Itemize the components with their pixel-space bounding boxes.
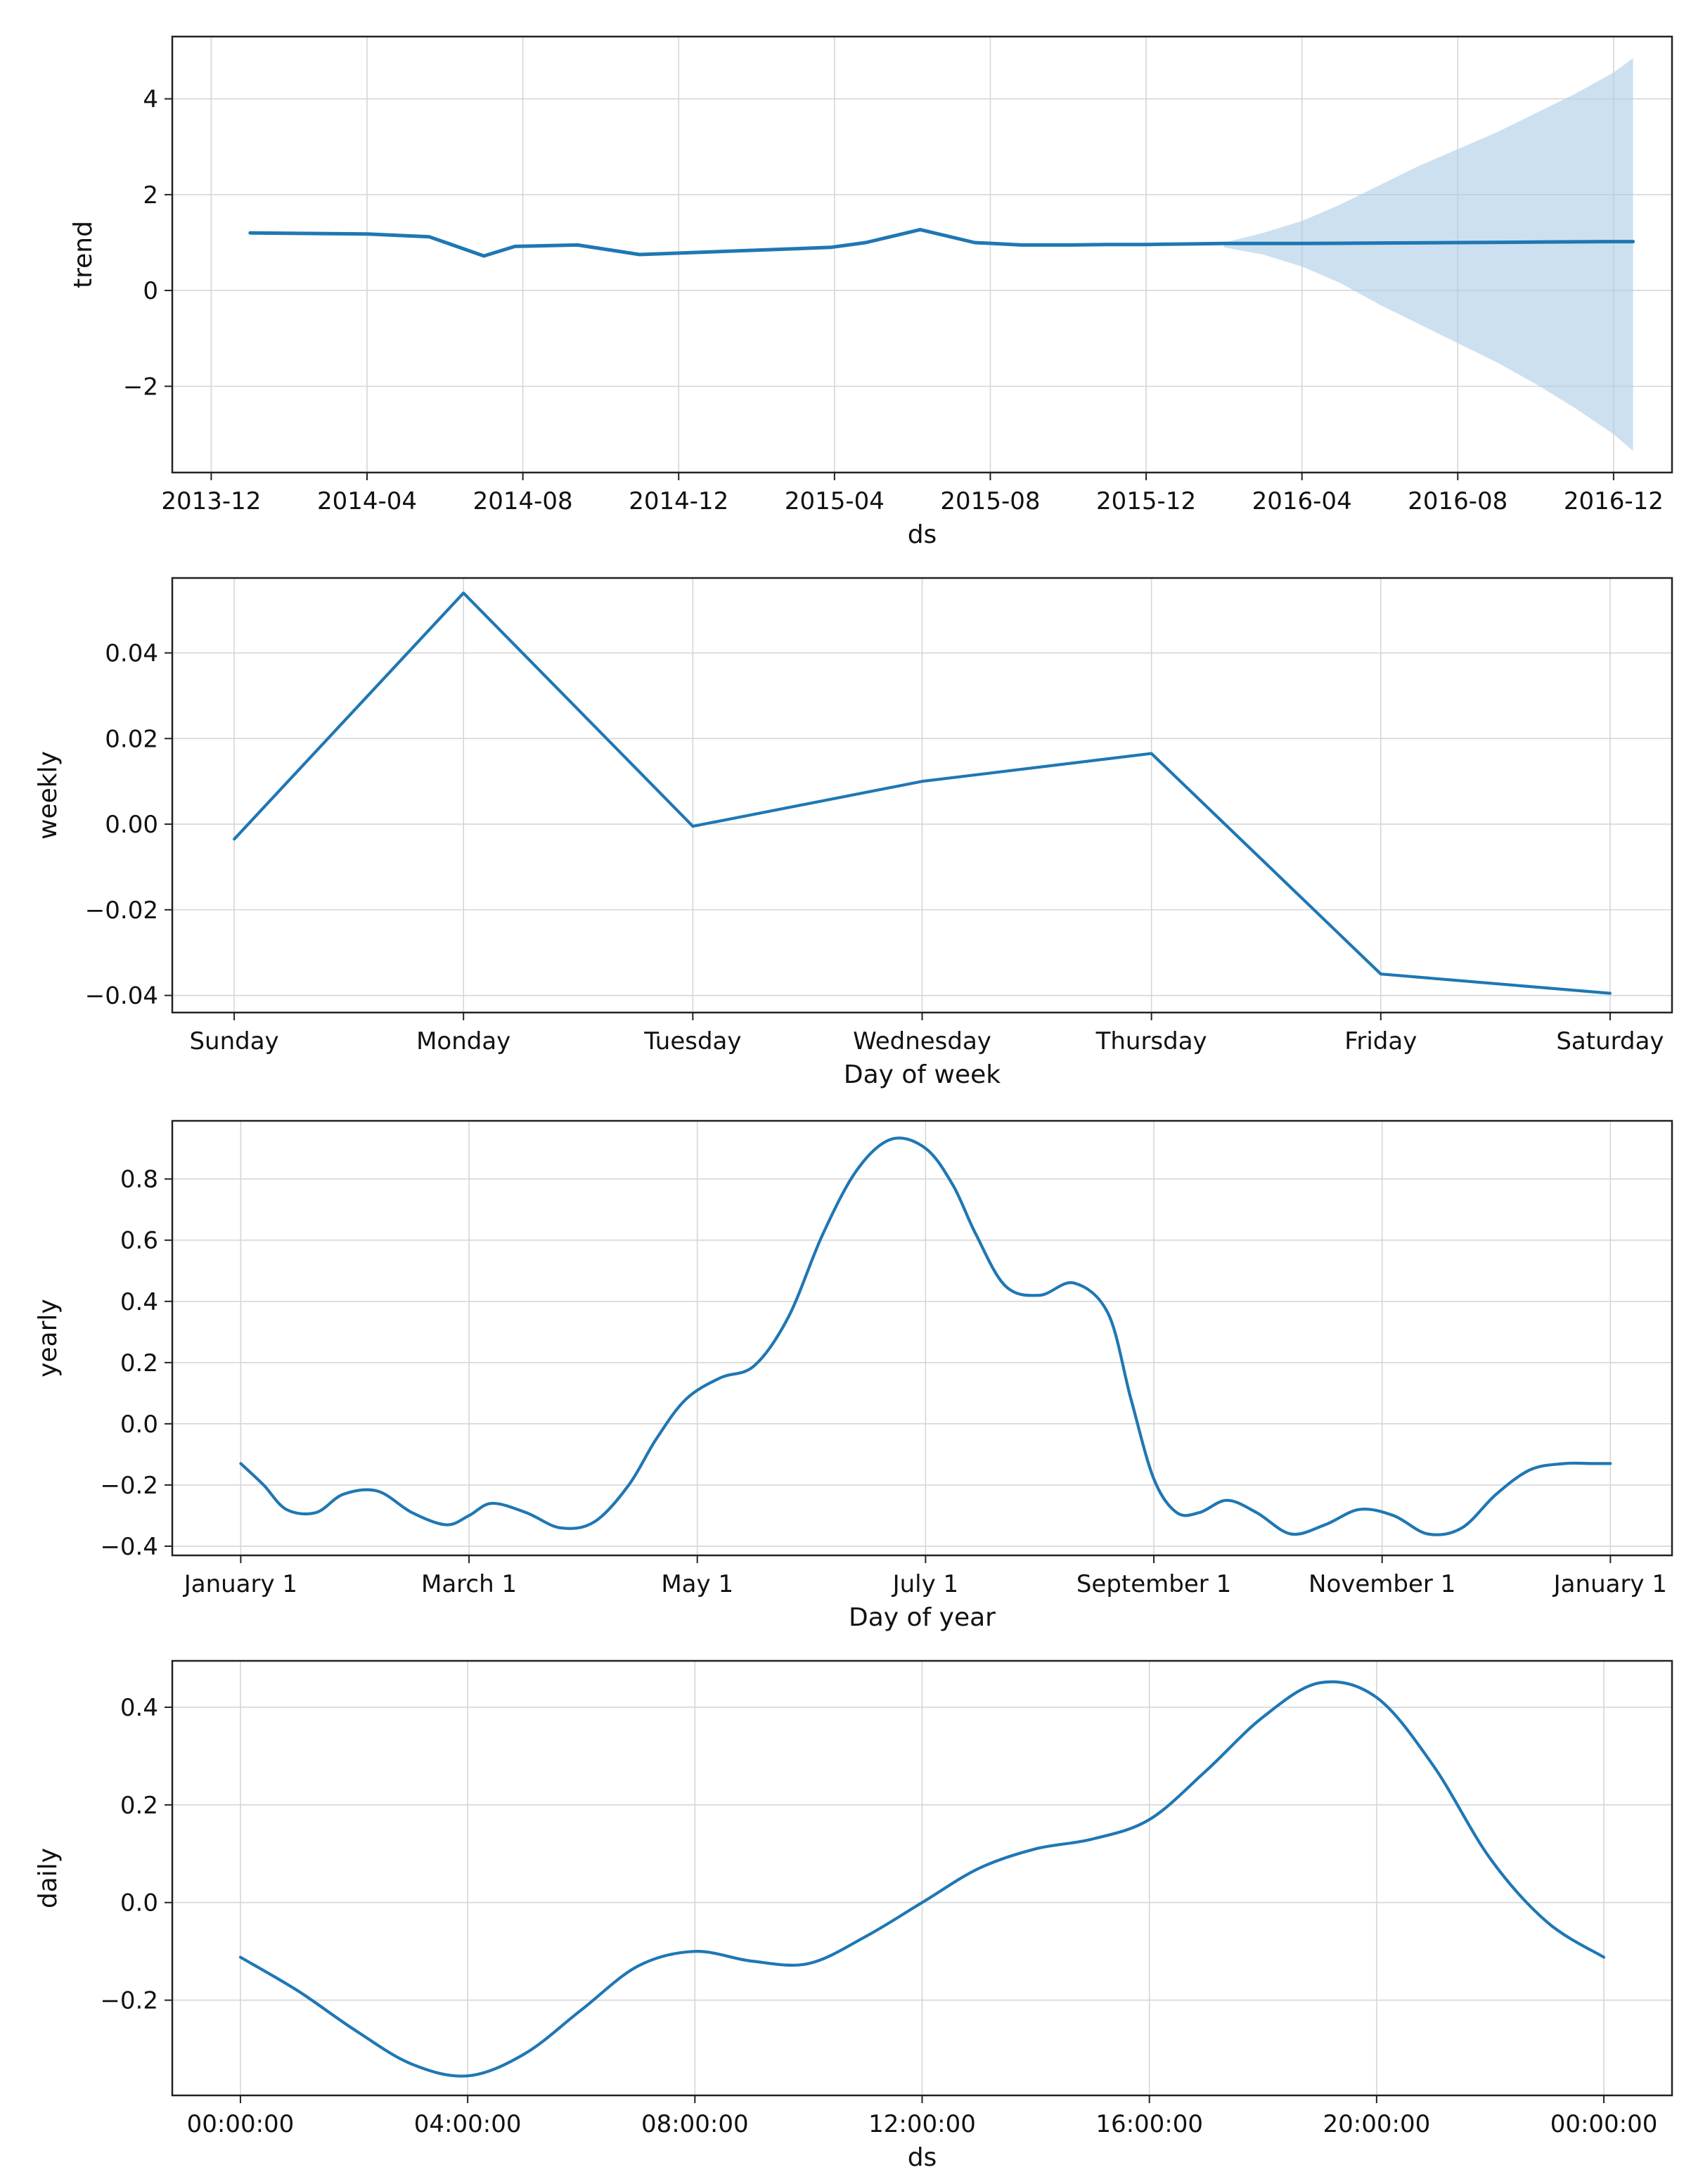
daily-x-tick-label: 00:00:00 [1550, 2110, 1658, 2138]
daily-x-tick-label: 00:00:00 [187, 2110, 295, 2138]
yearly-x-tick-label: September 1 [1076, 1570, 1231, 1598]
weekly-x-tick-label: Tuesday [643, 1027, 741, 1055]
yearly-x-axis-label: Day of year [849, 1603, 996, 1632]
trend-x-tick-label: 2016-04 [1252, 487, 1352, 515]
yearly-y-tick-label: 0.2 [120, 1349, 158, 1377]
trend-x-tick-label: 2015-04 [785, 487, 885, 515]
yearly-y-tick-label: 0.6 [120, 1227, 158, 1255]
yearly-y-tick-label: −0.4 [100, 1533, 158, 1561]
daily-y-tick-label: 0.2 [120, 1792, 158, 1820]
trend-x-tick-label: 2016-12 [1564, 487, 1664, 515]
weekly-y-tick-label: −0.02 [85, 897, 158, 925]
weekly-x-tick-label: Wednesday [853, 1027, 991, 1055]
trend-x-tick-label: 2015-12 [1096, 487, 1196, 515]
trend-panel: 2013-12 2014-04 2014-08 2014-12 2015-04 2015-… [69, 35, 1673, 549]
daily-x-tick-label: 12:00:00 [868, 2110, 976, 2138]
daily-panel: 00:00:00 04:00:00 08:00:00 12:00:00 16:00:00… [34, 1659, 1673, 2172]
yearly-x-tick-label: May 1 [661, 1570, 733, 1598]
trend-uncertainty-band [1223, 58, 1633, 451]
weekly-y-tick-label: 0.02 [105, 725, 158, 753]
trend-y-tick-label: −2 [123, 373, 158, 401]
weekly-x-axis-label: Day of week [844, 1060, 1001, 1089]
daily-x-tick-label: 08:00:00 [641, 2110, 749, 2138]
yearly-y-axis-label: yearly [34, 1299, 63, 1377]
trend-y-tick-label: 4 [143, 86, 158, 114]
weekly-y-tick-label: 0.00 [105, 811, 158, 839]
yearly-x-tick-label: January 1 [183, 1570, 297, 1598]
weekly-x-tick-label: Monday [416, 1027, 510, 1055]
daily-series-line [238, 1680, 1606, 2078]
trend-x-tick-label: 2014-08 [473, 487, 573, 515]
daily-y-tick-label: 0.0 [120, 1889, 158, 1918]
yearly-x-tick-label: January 1 [1552, 1570, 1667, 1598]
yearly-y-tick-label: 0.4 [120, 1288, 158, 1316]
weekly-y-tick-label: −0.04 [85, 982, 158, 1010]
yearly-x-tick-label: November 1 [1309, 1570, 1455, 1598]
trend-x-tick-label: 2013-12 [161, 487, 261, 515]
yearly-x-tick-label: March 1 [421, 1570, 517, 1598]
yearly-axes-frame [171, 1119, 1673, 1557]
trend-y-axis-label: trend [69, 221, 98, 288]
trend-x-tick-label: 2014-04 [317, 487, 417, 515]
trend-x-tick-label: 2016-08 [1408, 487, 1507, 515]
daily-y-tick-label: 0.4 [120, 1694, 158, 1722]
weekly-series-line [233, 591, 1612, 995]
trend-axes-frame [171, 35, 1673, 474]
weekly-y-axis-label: weekly [34, 751, 63, 840]
yearly-y-tick-label: 0.0 [120, 1411, 158, 1439]
weekly-panel: Sunday Monday Tuesday Wednesday Thursday Frid… [34, 577, 1673, 1089]
yearly-series-line [239, 1136, 1612, 1536]
yearly-x-tick-label: July 1 [892, 1570, 959, 1598]
weekly-x-tick-label: Saturday [1556, 1027, 1664, 1055]
trend-y-tick-label: 0 [143, 277, 158, 305]
daily-x-tick-label: 04:00:00 [414, 2110, 522, 2138]
yearly-panel: January 1 March 1 May 1 July 1 September 1 No… [34, 1119, 1673, 1632]
daily-y-tick-label: −0.2 [100, 1987, 158, 2015]
trend-x-axis-label: ds [908, 520, 937, 549]
trend-x-tick-label: 2014-12 [629, 487, 728, 515]
trend-y-tick-label: 2 [143, 181, 158, 210]
yearly-y-tick-label: 0.8 [120, 1166, 158, 1194]
trend-series-line [248, 228, 1635, 258]
weekly-x-tick-label: Thursday [1095, 1027, 1207, 1055]
weekly-x-tick-label: Sunday [189, 1027, 278, 1055]
yearly-y-tick-label: −0.2 [100, 1472, 158, 1500]
weekly-y-tick-label: 0.04 [105, 640, 158, 668]
daily-x-tick-label: 16:00:00 [1095, 2110, 1203, 2138]
daily-y-axis-label: daily [34, 1848, 63, 1908]
daily-x-tick-label: 20:00:00 [1323, 2110, 1431, 2138]
weekly-x-tick-label: Friday [1344, 1027, 1417, 1055]
daily-x-axis-label: ds [908, 2143, 937, 2172]
trend-x-tick-label: 2015-08 [940, 487, 1040, 515]
